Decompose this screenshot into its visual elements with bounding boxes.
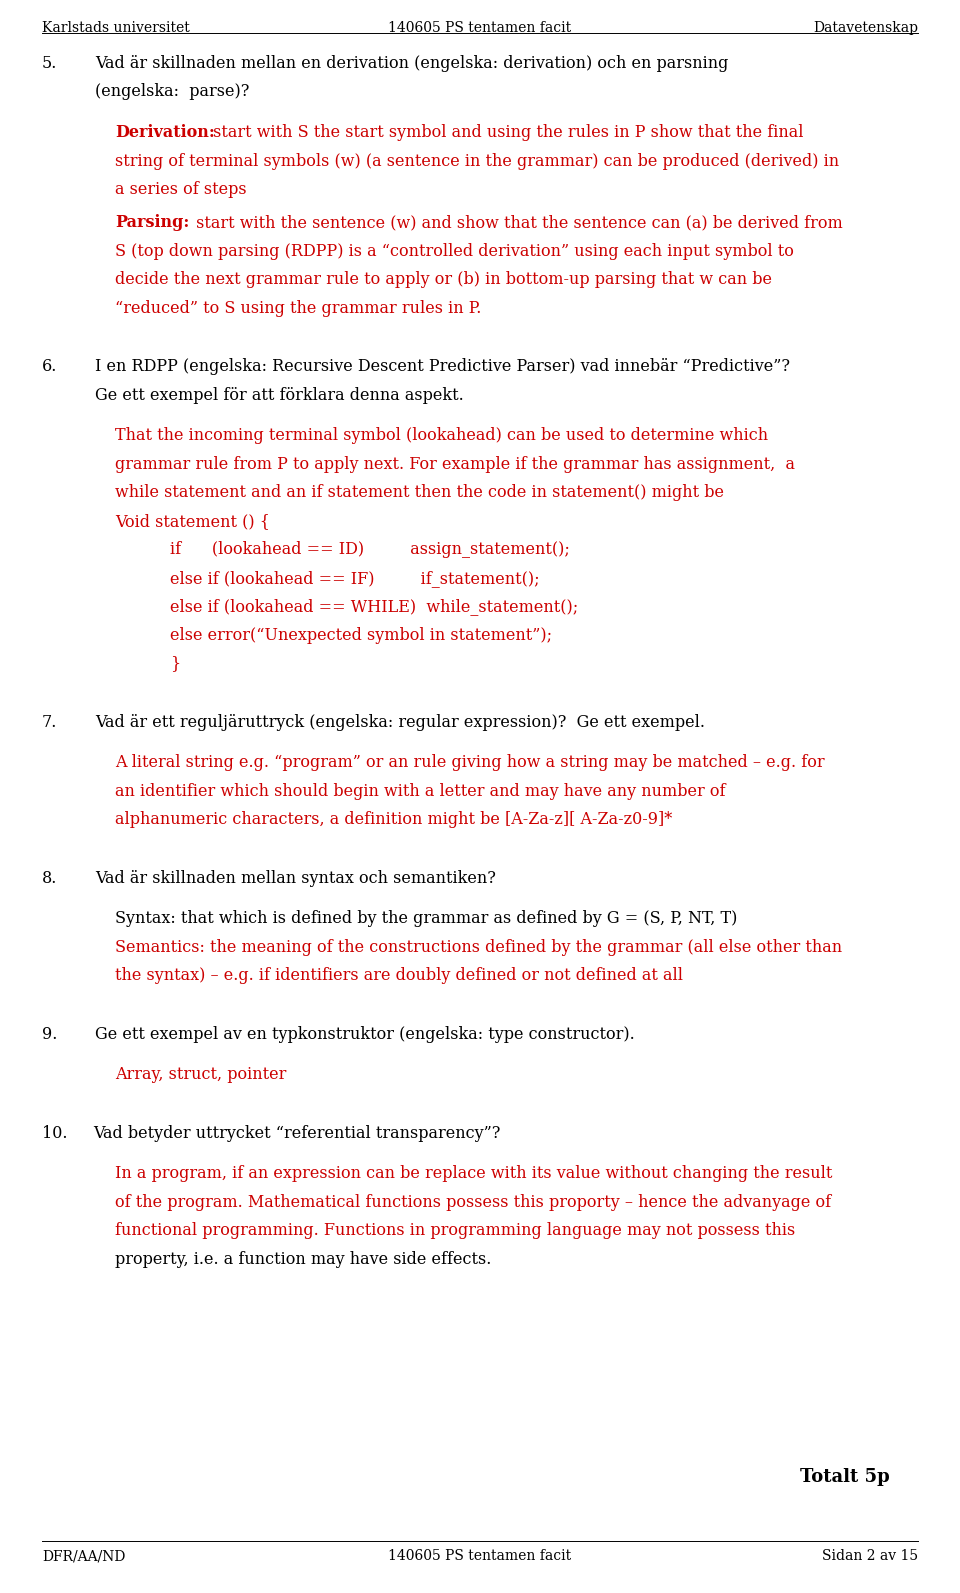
Text: Karlstads universitet: Karlstads universitet [42,21,190,35]
Text: 140605 PS tentamen facit: 140605 PS tentamen facit [389,1548,571,1563]
Text: 8.: 8. [42,870,58,887]
Text: S (top down parsing (RDPP) is a “controlled derivation” using each input symbol : S (top down parsing (RDPP) is a “control… [115,242,794,260]
Text: the syntax) – e.g. if identifiers are doubly defined or not defined at all: the syntax) – e.g. if identifiers are do… [115,967,683,984]
Text: }: } [170,655,180,672]
Text: 5.: 5. [42,56,58,72]
Text: an identifier which should begin with a letter and may have any number of: an identifier which should begin with a … [115,782,726,800]
Text: (engelska:  parse)?: (engelska: parse)? [95,83,250,100]
Text: grammar rule from P to apply next. For example if the grammar has assignment,  a: grammar rule from P to apply next. For e… [115,456,795,473]
Text: else if (lookahead == WHILE)  while_statement();: else if (lookahead == WHILE) while_state… [170,599,578,615]
Text: Totalt 5p: Totalt 5p [801,1469,890,1486]
Text: Vad är skillnaden mellan syntax och semantiken?: Vad är skillnaden mellan syntax och sema… [95,870,496,887]
Text: a series of steps: a series of steps [115,182,247,198]
Text: I en RDPP (engelska: Recursive Descent Predictive Parser) vad innebär “Predictiv: I en RDPP (engelska: Recursive Descent P… [95,358,790,376]
Text: string of terminal symbols (w) (a sentence in the grammar) can be produced (deri: string of terminal symbols (w) (a senten… [115,153,839,169]
Text: Vad betyder uttrycket “referential transparency”?: Vad betyder uttrycket “referential trans… [93,1125,500,1142]
Text: while statement and an if statement then the code in statement() might be: while statement and an if statement then… [115,484,724,502]
Text: 6.: 6. [42,358,58,376]
Text: Ge ett exempel för att förklara denna aspekt.: Ge ett exempel för att förklara denna as… [95,387,464,403]
Text: Parsing:: Parsing: [115,215,189,231]
Text: Datavetenskap: Datavetenskap [813,21,918,35]
Text: Vad är skillnaden mellan en derivation (engelska: derivation) och en parsning: Vad är skillnaden mellan en derivation (… [95,56,729,72]
Text: Ge ett exempel av en typkonstruktor (engelska: type constructor).: Ge ett exempel av en typkonstruktor (eng… [95,1026,635,1043]
Text: 9.: 9. [42,1026,58,1043]
Text: else if (lookahead == IF)         if_statement();: else if (lookahead == IF) if_statement()… [170,570,540,586]
Text: alphanumeric characters, a definition might be [A-Za-z][ A-Za-z0-9]*: alphanumeric characters, a definition mi… [115,811,672,828]
Text: else error(“Unexpected symbol in statement”);: else error(“Unexpected symbol in stateme… [170,626,552,644]
Text: start with S the start symbol and using the rules in P show that the final: start with S the start symbol and using … [208,124,804,142]
Text: property, i.e. a function may have side effects.: property, i.e. a function may have side … [115,1251,492,1268]
Text: In a program, if an expression can be replace with its value without changing th: In a program, if an expression can be re… [115,1166,832,1182]
Text: DFR/AA/ND: DFR/AA/ND [42,1548,126,1563]
Text: 140605 PS tentamen facit: 140605 PS tentamen facit [389,21,571,35]
Text: Vad är ett reguljäruttryck (engelska: regular expression)?  Ge ett exempel.: Vad är ett reguljäruttryck (engelska: re… [95,714,705,731]
Text: 7.: 7. [42,714,58,731]
Text: decide the next grammar rule to apply or (b) in bottom-up parsing that w can be: decide the next grammar rule to apply or… [115,271,772,288]
Text: “reduced” to S using the grammar rules in P.: “reduced” to S using the grammar rules i… [115,299,481,317]
Text: That the incoming terminal symbol (lookahead) can be used to determine which: That the incoming terminal symbol (looka… [115,427,768,444]
Text: A literal string e.g. “program” or an rule giving how a string may be matched – : A literal string e.g. “program” or an ru… [115,755,825,771]
Text: functional programming. Functions in programming language may not possess this: functional programming. Functions in pro… [115,1222,795,1239]
Text: Semantics: the meaning of the constructions defined by the grammar (all else oth: Semantics: the meaning of the constructi… [115,938,842,956]
Text: 10.: 10. [42,1125,67,1142]
Text: Array, struct, pointer: Array, struct, pointer [115,1066,286,1083]
Text: Derivation:: Derivation: [115,124,215,142]
Text: Sidan 2 av 15: Sidan 2 av 15 [822,1548,918,1563]
Text: start with the sentence (w) and show that the sentence can (a) be derived from: start with the sentence (w) and show tha… [191,215,843,231]
Text: Syntax: that which is defined by the grammar as defined by G = (S, P, NT, T): Syntax: that which is defined by the gra… [115,910,737,927]
Text: of the program. Mathematical functions possess this proporty – hence the advanya: of the program. Mathematical functions p… [115,1193,831,1211]
Text: if      (lookahead == ID)         assign_statement();: if (lookahead == ID) assign_statement(); [170,542,570,558]
Text: Void statement () {: Void statement () { [115,513,270,530]
